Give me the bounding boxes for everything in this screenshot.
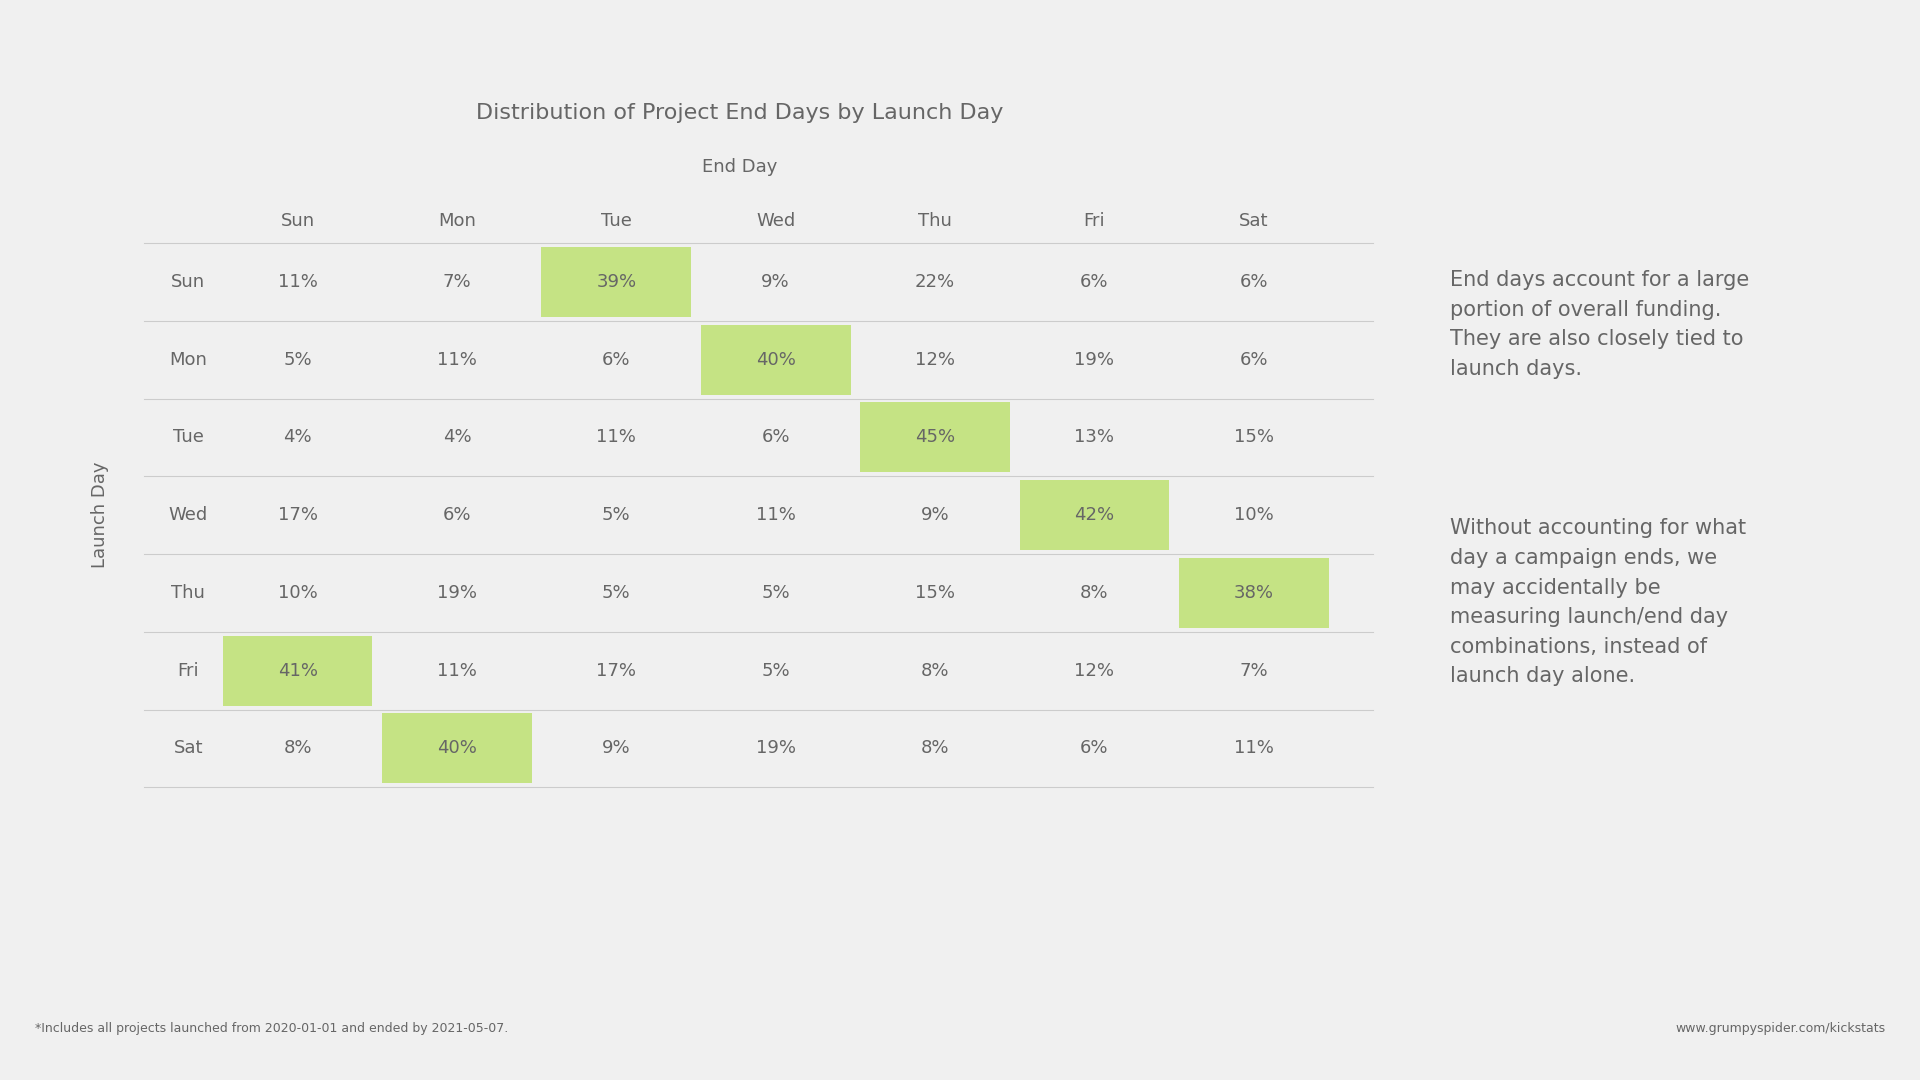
Text: 9%: 9% [603, 740, 630, 757]
Text: Sun: Sun [171, 273, 205, 291]
Text: 5%: 5% [603, 584, 630, 602]
Text: Thu: Thu [918, 213, 952, 230]
Text: Mon: Mon [438, 213, 476, 230]
Text: Wed: Wed [756, 213, 795, 230]
Text: Tue: Tue [601, 213, 632, 230]
Text: 15%: 15% [1235, 429, 1273, 446]
Text: 7%: 7% [444, 273, 470, 291]
Text: Launch Day: Launch Day [90, 462, 109, 568]
Text: 5%: 5% [603, 507, 630, 524]
Text: 17%: 17% [278, 507, 317, 524]
Text: *Includes all projects launched from 2020-01-01 and ended by 2021-05-07.: *Includes all projects launched from 202… [35, 1022, 507, 1035]
Text: Wed: Wed [169, 507, 207, 524]
Text: 4%: 4% [444, 429, 470, 446]
Text: 13%: 13% [1075, 429, 1114, 446]
Text: Without accounting for what
day a campaign ends, we
may accidentally be
measurin: Without accounting for what day a campai… [1450, 518, 1745, 687]
Text: Thu: Thu [171, 584, 205, 602]
Text: 12%: 12% [1075, 662, 1114, 679]
Text: End Day: End Day [701, 159, 778, 176]
Text: 41%: 41% [278, 662, 317, 679]
Text: Fri: Fri [177, 662, 200, 679]
Text: 10%: 10% [1235, 507, 1273, 524]
Text: 11%: 11% [1235, 740, 1273, 757]
Text: 4%: 4% [284, 429, 311, 446]
Text: 40%: 40% [756, 351, 795, 368]
Text: 40%: 40% [438, 740, 476, 757]
Text: 6%: 6% [1081, 273, 1108, 291]
Text: 42%: 42% [1075, 507, 1114, 524]
Text: 19%: 19% [438, 584, 476, 602]
Text: 17%: 17% [597, 662, 636, 679]
Text: 45%: 45% [916, 429, 954, 446]
Text: End days account for a large
portion of overall funding.
They are also closely t: End days account for a large portion of … [1450, 270, 1749, 379]
Text: 8%: 8% [1081, 584, 1108, 602]
Text: Tue: Tue [173, 429, 204, 446]
Text: 9%: 9% [922, 507, 948, 524]
Text: 8%: 8% [922, 662, 948, 679]
Text: www.grumpyspider.com/kickstats: www.grumpyspider.com/kickstats [1676, 1022, 1885, 1035]
Text: 6%: 6% [603, 351, 630, 368]
Text: 11%: 11% [438, 351, 476, 368]
Text: 11%: 11% [278, 273, 317, 291]
Text: 7%: 7% [1240, 662, 1267, 679]
Text: 12%: 12% [916, 351, 954, 368]
Text: Sat: Sat [1238, 213, 1269, 230]
Text: 11%: 11% [438, 662, 476, 679]
Text: 10%: 10% [278, 584, 317, 602]
Text: 5%: 5% [284, 351, 311, 368]
Text: 22%: 22% [916, 273, 954, 291]
Text: 9%: 9% [762, 273, 789, 291]
Text: 5%: 5% [762, 662, 789, 679]
Text: Mon: Mon [169, 351, 207, 368]
Text: 11%: 11% [756, 507, 795, 524]
Text: 15%: 15% [916, 584, 954, 602]
Text: 8%: 8% [922, 740, 948, 757]
Text: 6%: 6% [444, 507, 470, 524]
Text: 6%: 6% [1081, 740, 1108, 757]
Text: 6%: 6% [1240, 273, 1267, 291]
Text: 39%: 39% [597, 273, 636, 291]
Text: 19%: 19% [1075, 351, 1114, 368]
Text: 38%: 38% [1235, 584, 1273, 602]
Text: Distribution of Project End Days by Launch Day: Distribution of Project End Days by Laun… [476, 104, 1002, 123]
Text: 19%: 19% [756, 740, 795, 757]
Text: 5%: 5% [762, 584, 789, 602]
Text: Sun: Sun [280, 213, 315, 230]
Text: 6%: 6% [1240, 351, 1267, 368]
Text: 6%: 6% [762, 429, 789, 446]
Text: Fri: Fri [1083, 213, 1106, 230]
Text: Sat: Sat [173, 740, 204, 757]
Text: 8%: 8% [284, 740, 311, 757]
Text: 11%: 11% [597, 429, 636, 446]
